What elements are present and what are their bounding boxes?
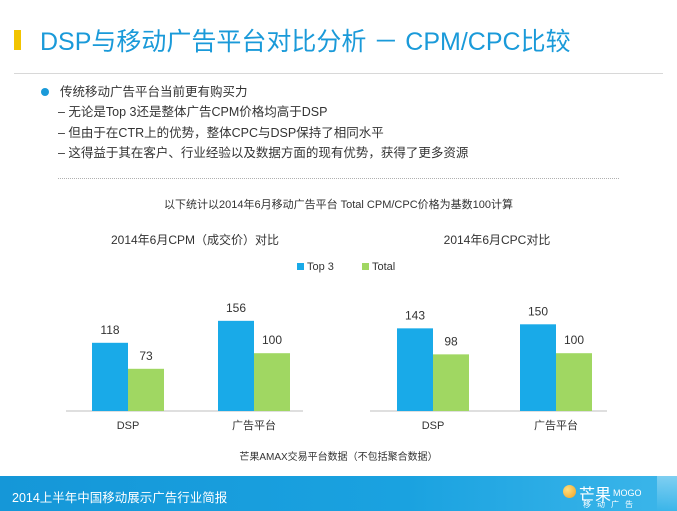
chart-note: 以下统计以2014年6月移动广告平台 Total CPM/CPC价格为基数100… xyxy=(163,199,513,211)
bullet-sub-1: – 无论是Top 3还是整体广告CPM价格均高于DSP xyxy=(58,105,328,119)
footer-text: 2014上半年中国移动展示广告行业简报 xyxy=(12,491,228,505)
bar-2-1-1 xyxy=(397,328,433,411)
bar-2-2-2 xyxy=(556,353,592,411)
category-label-1-1: DSP xyxy=(117,420,140,432)
logo-en: MOGO xyxy=(613,488,642,498)
data-source: 芒果AMAX交易平台数据（不包括聚合数据） xyxy=(239,452,438,463)
data-label-2-1-1: 143 xyxy=(405,308,425,322)
chart-title-1: 2014年6月CPM（成交价）对比 xyxy=(111,232,279,247)
bullet-main-text: 传统移动广告平台当前更有购买力 xyxy=(60,85,248,99)
data-label-1-1-2: 73 xyxy=(139,349,153,363)
bar-1-1-1 xyxy=(92,342,128,411)
bar-2-1-2 xyxy=(433,354,469,411)
bar-2-2-1 xyxy=(520,324,556,411)
page-curl xyxy=(657,476,677,511)
title-accent-bar xyxy=(14,30,21,50)
category-label-1-2: 广告平台 xyxy=(232,418,276,432)
page-title: DSP与移动广告平台对比分析 － CPM/CPC比较 xyxy=(40,28,571,56)
category-label-2-2: 广告平台 xyxy=(534,418,578,432)
title-divider xyxy=(14,73,663,74)
bullet-list: 传统移动广告平台当前更有购买力 – 无论是Top 3还是整体广告CPM价格均高于… xyxy=(40,82,468,164)
brand-logo: 芒果 MOGO 移动广告 xyxy=(553,480,663,509)
data-label-1-2-2: 100 xyxy=(262,333,282,347)
data-label-2-1-2: 98 xyxy=(444,334,458,348)
bar-1-2-1 xyxy=(218,320,254,411)
chart-title-2: 2014年6月CPC对比 xyxy=(444,233,551,247)
category-label-2-1: DSP xyxy=(422,420,445,432)
data-label-1-1-1: 118 xyxy=(100,323,119,337)
bullet-dot-icon xyxy=(41,88,49,96)
logo-sub: 移动广告 xyxy=(583,500,639,509)
data-label-2-2-1: 150 xyxy=(528,304,548,318)
bullet-main: 传统移动广告平台当前更有购买力 xyxy=(40,82,468,102)
legend-label-2: Total xyxy=(372,261,395,273)
bullet-sub-2: – 但由于在CTR上的优势，整体CPC与DSP保持了相同水平 xyxy=(58,125,384,140)
bar-1-2-2 xyxy=(254,353,290,411)
legend-swatch-1 xyxy=(297,263,304,270)
dotted-divider xyxy=(58,178,619,179)
legend-label-1: Top 3 xyxy=(307,261,334,273)
legend-swatch-2 xyxy=(362,263,369,270)
data-label-1-2-1: 156 xyxy=(226,301,246,315)
footer-bar: 2014上半年中国移动展示广告行业简报 芒果 MOGO 移动广告 xyxy=(0,476,677,511)
logo-cn: 芒果 xyxy=(579,487,612,504)
bar-charts: 2014年6月CPM（成交价）对比 Top 3 Total 118 73 DSP 156 10… xyxy=(66,232,607,432)
bar-1-1-2 xyxy=(128,368,164,411)
bullet-sub-3: – 这得益于其在客户、行业经验以及数据方面的现有优势，获得了更多资源 xyxy=(58,146,469,160)
data-label-2-2-2: 100 xyxy=(564,333,584,347)
mango-logo-icon xyxy=(563,485,576,498)
